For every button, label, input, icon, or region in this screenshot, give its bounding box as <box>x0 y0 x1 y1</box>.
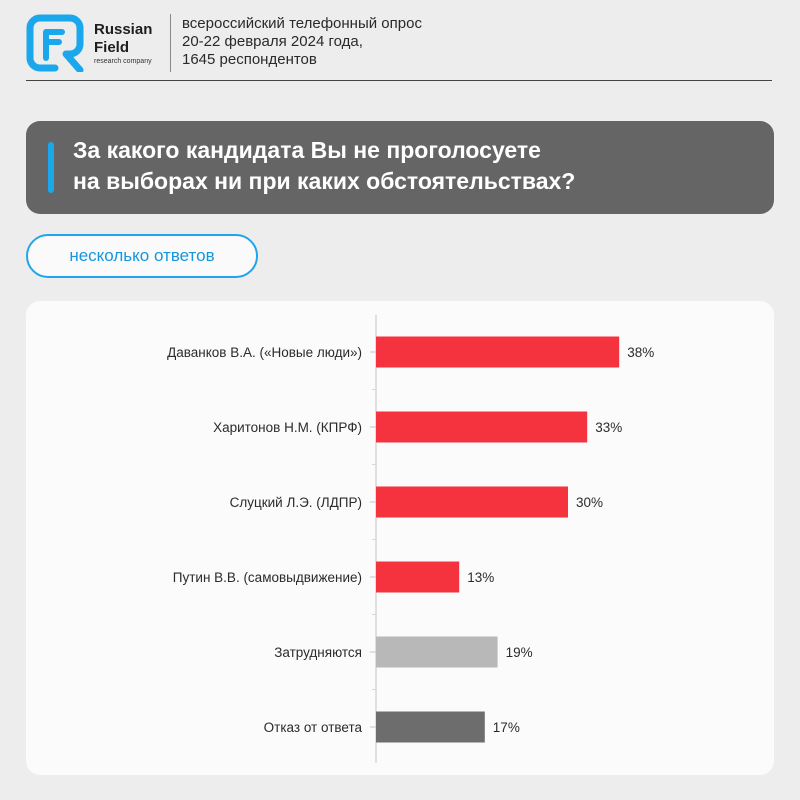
russian-field-logo-icon <box>26 14 84 72</box>
header-rule <box>26 80 772 81</box>
question-accent-bar <box>48 142 54 193</box>
value-label: 30% <box>576 495 603 510</box>
survey-info-line: 20-22 февраля 2024 года, <box>182 33 363 50</box>
bar-chart: Даванков В.А. («Новые люди») 38% Харитонов… <box>167 315 654 763</box>
value-label: 19% <box>506 645 533 660</box>
brand-name: Russian Field <box>94 21 153 56</box>
bar <box>376 336 620 368</box>
bar <box>376 561 460 593</box>
category-label: Харитонов Н.М. (КПРФ) <box>213 420 362 435</box>
header: Russian Field research company всероссий… <box>0 0 800 82</box>
category-label: Путин В.В. (самовыдвижение) <box>173 570 362 585</box>
value-label: 17% <box>493 720 520 735</box>
bar <box>376 486 568 518</box>
category-label: Слуцкий Л.Э. (ЛДПР) <box>230 495 362 510</box>
answer-type-badge: несколько ответов <box>26 234 258 278</box>
survey-info-line: 1645 респондентов <box>182 51 317 68</box>
value-label: 38% <box>627 345 654 360</box>
category-label: Затрудняются <box>274 645 362 660</box>
bar <box>376 636 498 668</box>
question-banner: За какого кандидата Вы не проголосуете н… <box>26 121 774 214</box>
bar <box>376 711 485 743</box>
value-label: 13% <box>467 570 494 585</box>
category-label: Отказ от ответа <box>264 720 363 735</box>
question-text: За какого кандидата Вы не проголосуете н… <box>73 137 576 194</box>
bar <box>376 411 588 443</box>
brand-tagline: research company <box>94 58 152 65</box>
survey-info: всероссийский телефонный опрос 20-22 фев… <box>182 15 422 69</box>
value-label: 33% <box>595 420 622 435</box>
chart-card: Даванков В.А. («Новые люди») 38% Харитонов… <box>26 301 774 775</box>
header-divider <box>170 14 171 72</box>
category-label: Даванков В.А. («Новые люди») <box>167 345 362 360</box>
survey-info-line: всероссийский телефонный опрос <box>182 15 422 32</box>
